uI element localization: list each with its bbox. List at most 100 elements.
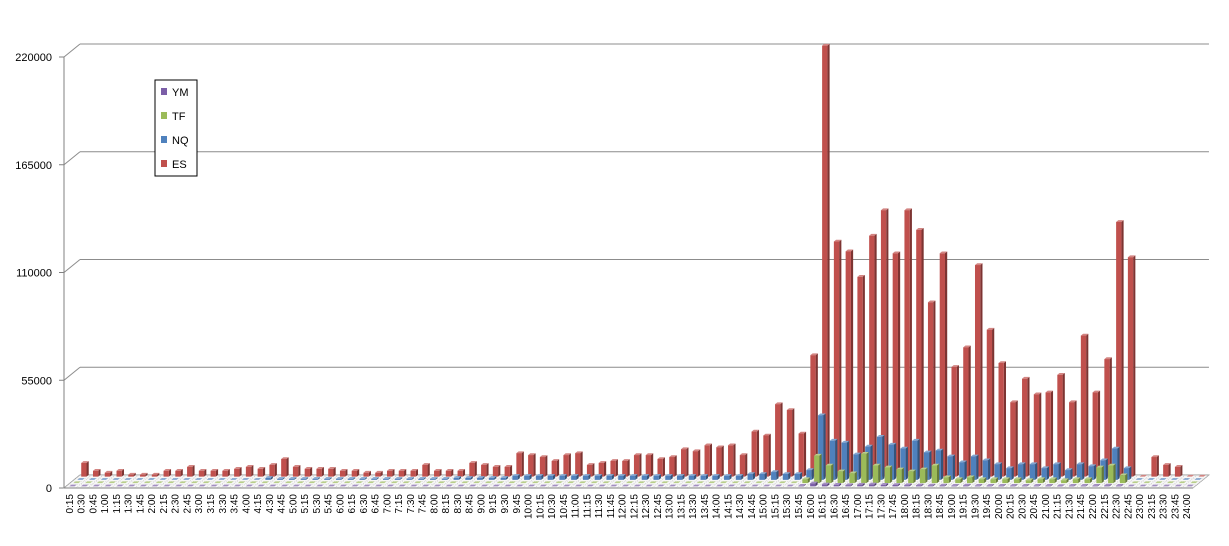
bar-side bbox=[262, 467, 266, 477]
bar-tf bbox=[167, 481, 175, 484]
bar-side bbox=[827, 482, 830, 487]
bar-es bbox=[1186, 474, 1195, 477]
x-tick-label: 20:45 bbox=[1029, 494, 1040, 519]
x-tick-label: 6:45 bbox=[371, 494, 382, 514]
x-tick-label: 22:45 bbox=[1123, 494, 1134, 519]
bar-tf bbox=[543, 481, 552, 484]
bar-es bbox=[481, 463, 489, 477]
bar-side bbox=[588, 474, 591, 480]
bar-front bbox=[469, 462, 475, 477]
bar-top bbox=[1053, 462, 1061, 465]
bar-side bbox=[1113, 463, 1116, 484]
bar-front bbox=[712, 475, 718, 480]
bar-es bbox=[1198, 474, 1206, 477]
bar-side bbox=[850, 483, 853, 487]
bar-front bbox=[951, 366, 957, 477]
bar-top bbox=[84, 481, 93, 484]
bar-side bbox=[686, 447, 689, 477]
bar-front bbox=[465, 477, 471, 480]
bar-front bbox=[775, 404, 781, 477]
x-tick-label: 19:30 bbox=[970, 494, 981, 519]
x-tick-label: 12:30 bbox=[641, 494, 652, 519]
bar-top bbox=[418, 477, 426, 479]
bar-tf bbox=[531, 481, 540, 484]
x-tick-label: 19:45 bbox=[982, 494, 993, 519]
bar-top bbox=[92, 468, 101, 471]
bar-top bbox=[159, 478, 168, 480]
bar-front bbox=[1065, 470, 1071, 480]
bar-side bbox=[462, 468, 466, 477]
bar-front bbox=[990, 479, 996, 484]
bar-side bbox=[400, 477, 403, 480]
bar-top bbox=[923, 450, 932, 453]
bar-front bbox=[916, 229, 922, 477]
bar-side bbox=[494, 476, 497, 480]
bar-top bbox=[147, 478, 156, 480]
bar-side bbox=[552, 474, 556, 480]
bar-top bbox=[751, 484, 759, 487]
bar-top bbox=[1010, 483, 1018, 486]
bar-top bbox=[1115, 483, 1124, 486]
x-tick-label: 10:30 bbox=[547, 494, 558, 519]
bar-es bbox=[622, 459, 630, 477]
x-tick-label: 22:00 bbox=[1088, 494, 1099, 519]
bar-ym bbox=[351, 484, 359, 487]
bar-front bbox=[931, 465, 938, 484]
bar-tf bbox=[1084, 477, 1093, 484]
bar-front bbox=[606, 475, 612, 480]
bar-tf bbox=[120, 481, 128, 484]
bar-top bbox=[206, 478, 215, 480]
bar-side bbox=[180, 468, 183, 477]
bar-ym bbox=[374, 484, 383, 487]
bar-top bbox=[1057, 484, 1065, 486]
bar-side bbox=[752, 472, 756, 480]
bar-front bbox=[782, 473, 789, 480]
bar-side bbox=[788, 472, 791, 480]
bar-top bbox=[582, 474, 591, 476]
bar-es bbox=[128, 472, 136, 477]
bar-ym bbox=[245, 484, 254, 487]
bar-top bbox=[324, 477, 332, 479]
bar-tf bbox=[555, 481, 563, 484]
bar-top bbox=[665, 474, 673, 476]
bar-side bbox=[862, 275, 865, 477]
bar-top bbox=[116, 484, 124, 487]
x-tick-label: 4:45 bbox=[277, 494, 288, 514]
bar-tf bbox=[825, 463, 834, 484]
bar-front bbox=[586, 464, 593, 477]
bar-top bbox=[1127, 484, 1136, 487]
bar-top bbox=[81, 461, 89, 463]
bar-tf bbox=[355, 481, 363, 484]
bar-nq bbox=[265, 476, 273, 480]
bar-side bbox=[415, 468, 419, 477]
bar-front bbox=[986, 329, 993, 477]
bar-front bbox=[1041, 468, 1047, 480]
bar-front bbox=[1045, 485, 1051, 487]
bar-top bbox=[786, 484, 795, 487]
x-tick-label: 7:30 bbox=[406, 494, 417, 514]
bar-nq bbox=[241, 478, 250, 480]
bar-ym bbox=[128, 484, 136, 487]
bar-nq bbox=[171, 478, 179, 480]
bar-top bbox=[222, 484, 230, 487]
bar-es bbox=[939, 251, 948, 477]
bar-top bbox=[73, 481, 81, 484]
bar-tf bbox=[449, 481, 458, 484]
bar-top bbox=[535, 474, 544, 476]
bar-nq bbox=[100, 478, 109, 480]
bar-tf bbox=[720, 481, 728, 484]
bar-side bbox=[862, 482, 865, 487]
bar-top bbox=[704, 484, 712, 487]
bar-nq bbox=[724, 474, 732, 480]
bar-side bbox=[470, 476, 473, 480]
bar-side bbox=[380, 470, 383, 477]
bar-es bbox=[363, 470, 371, 477]
bar-front bbox=[700, 475, 706, 480]
bar-tf bbox=[249, 481, 258, 484]
bar-side bbox=[929, 450, 932, 480]
x-tick-label: 19:00 bbox=[947, 494, 958, 519]
bar-top bbox=[1194, 478, 1202, 480]
bar-top bbox=[363, 470, 371, 473]
bar-top bbox=[112, 478, 121, 480]
bar-es bbox=[92, 468, 101, 477]
